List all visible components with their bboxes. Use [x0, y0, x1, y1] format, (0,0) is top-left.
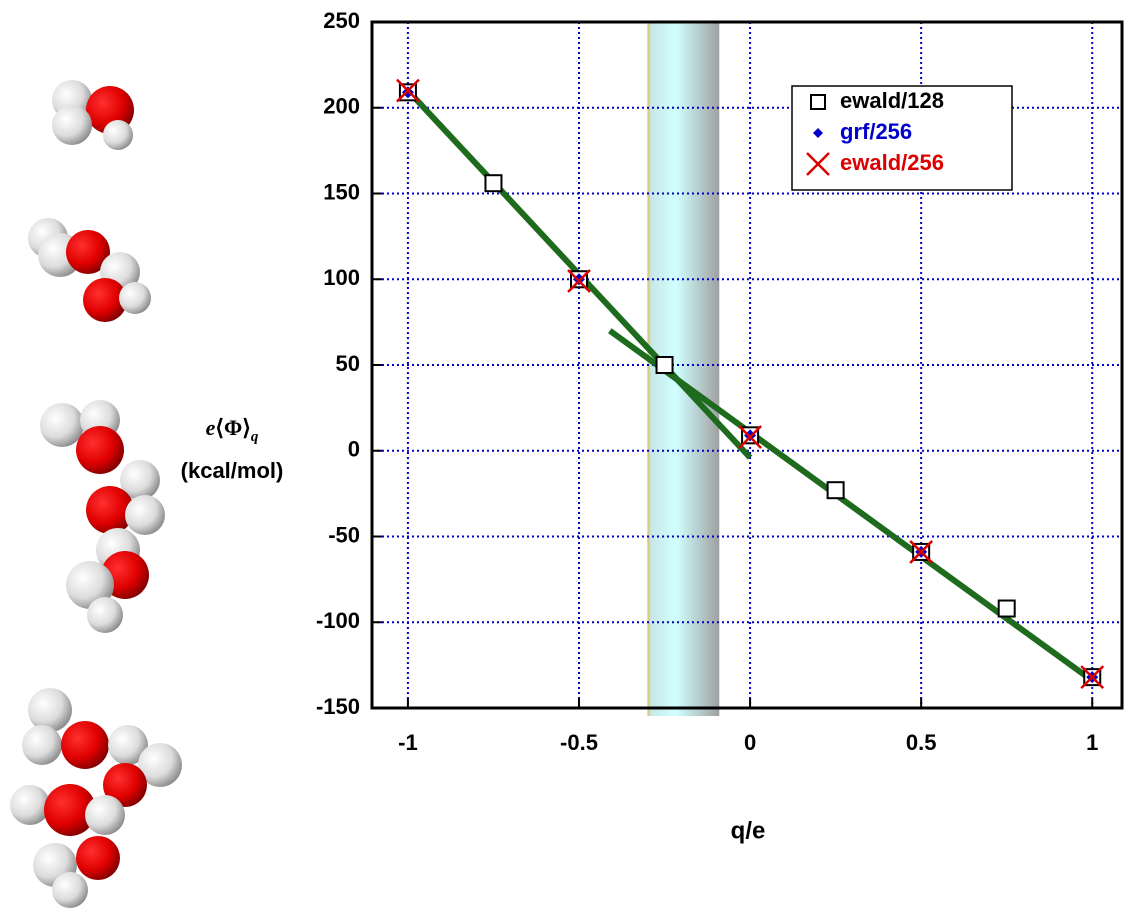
- y-label-prefix: e: [206, 415, 216, 440]
- marker-square: [826, 481, 845, 500]
- legend-label: grf/256: [840, 119, 912, 144]
- y-tick-label: 50: [336, 351, 360, 376]
- legend-label: ewald/256: [840, 150, 944, 175]
- y-axis-label: e⟨Φ⟩q: [206, 415, 259, 445]
- y-tick-label: -100: [316, 608, 360, 633]
- y-tick-label: 200: [323, 94, 360, 119]
- x-tick-label: 0.5: [906, 730, 937, 755]
- x-axis-label: q/e: [731, 817, 766, 844]
- y-label-symbol: ⟨Φ⟩: [215, 415, 250, 440]
- legend-box: [791, 85, 1013, 191]
- y-tick-label: 100: [323, 265, 360, 290]
- marker-square: [655, 356, 674, 374]
- y-tick-label: -50: [328, 522, 360, 547]
- marker-cross: [909, 540, 934, 564]
- marker-cross: [567, 269, 591, 293]
- x-tick-label: -1: [398, 730, 418, 755]
- x-tick-label: 1: [1086, 730, 1098, 755]
- fit-line: [608, 328, 1094, 683]
- x-tick-label: -0.5: [560, 730, 598, 755]
- marker-cross: [396, 78, 420, 103]
- marker-cross: [1080, 665, 1105, 690]
- y-tick-label: -150: [316, 694, 360, 719]
- legend: ewald/128 grf/256 ewald/256: [791, 85, 1013, 191]
- y-tick-label: 0: [348, 437, 360, 462]
- molecule-2: [28, 218, 151, 322]
- molecules: [10, 80, 182, 908]
- y-tick-label: 250: [323, 8, 360, 33]
- x-tick-label: 0: [744, 730, 756, 755]
- marker-cross: [738, 425, 762, 449]
- molecule-3: [40, 400, 165, 633]
- marker-square: [484, 174, 503, 193]
- molecule-4: [10, 688, 182, 908]
- plot-frame: [370, 20, 1124, 710]
- marker-diamond: [813, 128, 823, 138]
- y-label-subscript: q: [251, 429, 259, 445]
- legend-label: ewald/128: [840, 88, 944, 113]
- y-axis-unit: (kcal/mol): [181, 458, 284, 483]
- marker-square: [810, 94, 826, 110]
- molecule-1: [52, 80, 134, 150]
- marker-square: [997, 599, 1016, 618]
- marker-cross: [806, 152, 830, 176]
- y-tick-label: 150: [323, 179, 360, 204]
